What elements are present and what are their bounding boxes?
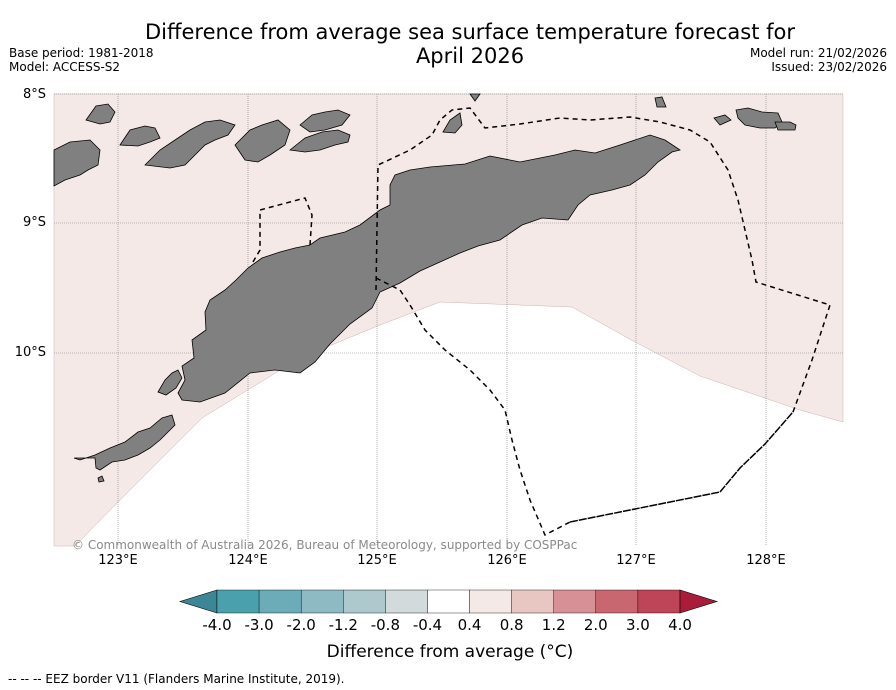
land-atauro [289, 129, 351, 153]
land-solor-lembata [73, 414, 176, 471]
eez-border-north [375, 107, 831, 413]
land [53, 93, 797, 483]
land-alor [53, 139, 101, 187]
land-pantar-north [85, 103, 116, 125]
chart-title-line2: April 2026 [415, 44, 525, 68]
land-islet-small-a [97, 475, 105, 483]
issued-date: Issued: 23/02/2026 [771, 60, 887, 74]
colorbar-segment [553, 589, 597, 614]
colorbar-tick-label: 0.8 [499, 616, 524, 634]
land-islet-east [713, 114, 732, 126]
colorbar-tick-label: 3.0 [625, 616, 650, 634]
colorbar-tick-label: 2.0 [583, 616, 608, 634]
copyright-notice: © Commonwealth of Australia 2026, Bureau… [72, 538, 578, 552]
base-period: Base period: 1981-2018 [9, 46, 154, 60]
meta-right: Model run: 21/02/2026 Issued: 23/02/2026 [750, 46, 887, 74]
anomaly-region-light-pink [53, 93, 844, 547]
colorbar-segment [511, 589, 554, 614]
colorbar-tick-label: -2.0 [286, 616, 316, 634]
colorbar-segment [300, 589, 344, 614]
colorbar-tick-label: 1.2 [541, 616, 566, 634]
colorbar-tick-label: -3.0 [244, 616, 274, 634]
colorbar-segment [469, 589, 512, 614]
land-islet-leti [654, 96, 667, 108]
colorbar-tick-label: -0.4 [412, 616, 443, 634]
lon-label-124e: 124°E [228, 553, 268, 568]
colorbar-tick-label: 4.0 [668, 616, 692, 634]
lon-label-125e: 125°E [357, 553, 397, 568]
chart-title-line1: Difference from average sea surface temp… [145, 20, 795, 44]
lat-label-10s: 10°S [14, 345, 46, 360]
colorbar-segment [595, 589, 639, 614]
eez-border-southeast [569, 411, 794, 523]
land-wetar-east [299, 109, 351, 133]
lat-label-8s: 8°S [22, 87, 46, 102]
eez-legend-note: -- -- -- EEZ border V11 (Flanders Marine… [8, 672, 345, 686]
colorbar-label: Difference from average (°C) [326, 642, 574, 662]
colorbar-tick-label: 0.4 [457, 616, 482, 634]
land-pantar [157, 369, 183, 396]
colorbar-tick-label: -1.2 [328, 616, 358, 634]
colorbar-extend-low [178, 589, 218, 614]
model-name: Model: ACCESS-S2 [9, 60, 121, 74]
colorbar-extend-high [679, 589, 719, 614]
land-islet-n1 [469, 93, 481, 102]
meta-left: Base period: 1981-2018 Model: ACCESS-S2 [9, 46, 154, 74]
lon-label-128e: 128°E [746, 553, 786, 568]
land-wetar-west [144, 119, 236, 169]
lat-label-9s: 9°S [22, 215, 46, 230]
lon-label-127e: 127°E [616, 553, 656, 568]
colorbar-tick-label: -4.0 [202, 616, 232, 634]
colorbar-tick-label: -0.8 [370, 616, 400, 634]
eez-border-south [375, 277, 571, 537]
land-lakor [774, 121, 797, 131]
eez-oecusse [252, 197, 313, 263]
colorbar-segment [216, 589, 260, 614]
land-timor [177, 134, 681, 403]
land-wetar-middle [234, 119, 291, 163]
land-kisar [442, 112, 463, 134]
colorbar [178, 589, 719, 614]
colorbar-segment [385, 589, 428, 614]
lon-label-123e: 123°E [98, 553, 138, 568]
land-islands-west [119, 125, 161, 147]
model-run: Model run: 21/02/2026 [749, 46, 887, 60]
colorbar-segment [258, 589, 302, 614]
eez-border [252, 107, 831, 537]
colorbar-segment [343, 589, 386, 614]
colorbar-segment [427, 589, 470, 614]
colorbar-segment [637, 589, 681, 614]
chart-title: Difference from average sea surface temp… [120, 20, 820, 68]
lon-label-126e: 126°E [487, 553, 527, 568]
